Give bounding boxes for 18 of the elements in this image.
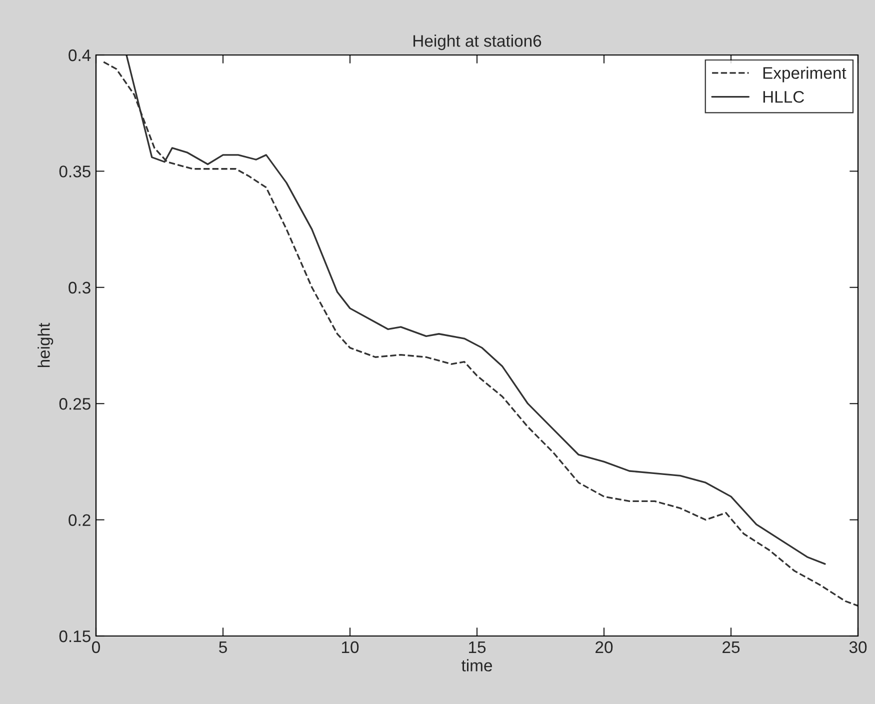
y-tick-label: 0.35 xyxy=(59,166,90,178)
x-tick-label: 25 xyxy=(722,641,740,654)
legend-label: Experiment xyxy=(763,66,846,82)
x-tick-label: 20 xyxy=(596,641,613,654)
x-tick-label: 0 xyxy=(92,641,100,654)
x-tick-label: 15 xyxy=(469,641,486,654)
y-tick-label: 0.3 xyxy=(68,282,90,294)
x-tick-label: 5 xyxy=(219,641,227,654)
x-tick-label: 30 xyxy=(849,641,867,654)
y-tick-label: 0.25 xyxy=(59,398,90,410)
y-axis-title: height xyxy=(38,322,54,368)
y-tick-label: 0.15 xyxy=(59,630,90,642)
x-tick-label: 10 xyxy=(342,641,359,654)
y-tick-label: 0.4 xyxy=(68,49,91,62)
chart-title: Height at station6 xyxy=(414,34,542,50)
x-axis-title: time xyxy=(462,659,492,672)
y-tick-label: 0.2 xyxy=(68,514,90,526)
legend-label: HLLC xyxy=(763,90,804,103)
